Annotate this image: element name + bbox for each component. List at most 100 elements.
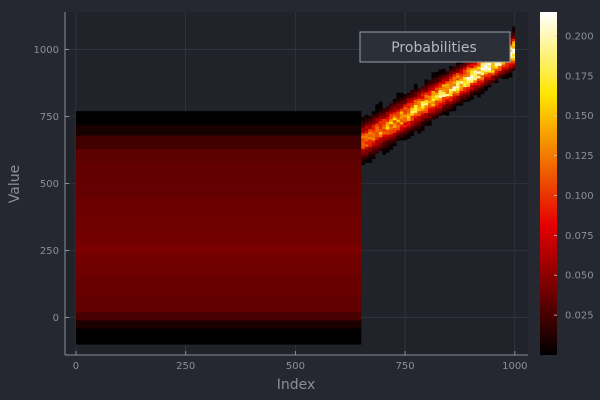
heat-cell [410, 130, 415, 134]
heat-cell [463, 89, 467, 93]
heat-cell [399, 132, 404, 136]
heat-cell [449, 88, 453, 92]
heat-cell [470, 77, 474, 81]
heat-cell [375, 115, 379, 119]
heat-cell [424, 105, 429, 108]
heat-cell [459, 83, 464, 87]
heat-cell [480, 82, 485, 85]
heat-cell [417, 90, 422, 94]
heat-cell [75, 277, 362, 297]
heat-cell [378, 148, 383, 152]
heat-cell [473, 65, 478, 68]
heat-cell [368, 157, 372, 161]
heat-cell [375, 128, 379, 132]
heat-cell [420, 91, 425, 94]
heat-cell [441, 81, 446, 85]
heat-cell [371, 124, 376, 128]
heat-cell [413, 128, 418, 132]
heat-cell [406, 92, 411, 96]
heat-cell [368, 141, 372, 145]
heat-cell [480, 70, 485, 73]
heat-cell [438, 113, 443, 117]
heat-cell [452, 91, 457, 94]
heat-cell [434, 79, 439, 83]
heat-cell [434, 82, 439, 85]
heat-cell [424, 120, 429, 124]
heat-cell [512, 68, 516, 71]
heat-cell [364, 130, 369, 134]
heat-cell [466, 91, 471, 95]
heat-cell [403, 119, 408, 123]
heat-cell [424, 117, 429, 121]
heat-cell [417, 103, 422, 107]
heat-cell [508, 72, 513, 76]
heat-cell [494, 68, 499, 72]
heat-cell [368, 115, 372, 119]
heat-cell [456, 92, 460, 96]
heat-cell [385, 139, 390, 143]
heat-cell [466, 89, 471, 92]
heat-cell [75, 196, 362, 216]
x-tick-label: 500 [286, 361, 305, 372]
heat-cell [494, 78, 499, 81]
heat-cell [368, 152, 372, 156]
heat-cell [427, 120, 432, 124]
heat-cell [375, 112, 379, 116]
heat-cell [449, 91, 453, 94]
heat-cell [466, 96, 471, 100]
heat-cell [75, 253, 362, 265]
heat-cell [410, 97, 415, 101]
legend-label: Probabilities [391, 40, 477, 56]
heat-cell [431, 90, 436, 94]
heat-cell [427, 110, 432, 114]
heat-cell [368, 154, 372, 158]
heat-cell [75, 263, 362, 278]
heat-cell [396, 124, 401, 128]
heat-cell [456, 80, 460, 83]
heat-cell [456, 67, 460, 71]
heat-cell [508, 49, 513, 52]
heat-cell [364, 151, 369, 155]
heat-cell [364, 122, 369, 126]
heat-cell [434, 97, 439, 101]
heat-cell [438, 97, 443, 101]
heat-cell [392, 130, 397, 134]
heat-cell [399, 137, 404, 141]
heat-cell [473, 77, 478, 81]
heat-cell [449, 71, 453, 74]
heat-cell [403, 137, 408, 141]
heat-cell [420, 88, 425, 92]
heat-cell [463, 69, 467, 73]
heat-cell [480, 86, 485, 90]
heat-cell [396, 127, 401, 131]
heat-cell [392, 114, 397, 118]
heat-cell [459, 78, 464, 82]
heat-cell [449, 73, 453, 77]
heat-cell [424, 84, 429, 88]
heat-cell [431, 72, 436, 76]
heat-cell [382, 118, 387, 122]
heat-cell [385, 147, 390, 151]
heat-cell [417, 95, 422, 99]
heat-cell [431, 77, 436, 81]
heat-cell [75, 320, 362, 329]
heat-cell [473, 72, 478, 76]
heat-cell [413, 86, 418, 90]
heat-cell [512, 53, 516, 57]
heat-cell [480, 79, 485, 83]
heat-cell [410, 118, 415, 121]
heat-cell [501, 66, 506, 70]
heat-cell [441, 109, 446, 113]
y-axis-label: Value [7, 165, 23, 203]
heat-cell [456, 77, 460, 81]
heat-cell [361, 143, 365, 147]
heat-cell [375, 120, 379, 124]
heat-cell [389, 144, 394, 148]
heat-cell [382, 110, 387, 114]
heat-cell [494, 75, 499, 79]
heat-cell [463, 64, 467, 68]
heat-cell [477, 92, 481, 96]
heat-cell [378, 126, 383, 130]
heat-cell [438, 69, 443, 73]
heat-cell [463, 91, 467, 95]
